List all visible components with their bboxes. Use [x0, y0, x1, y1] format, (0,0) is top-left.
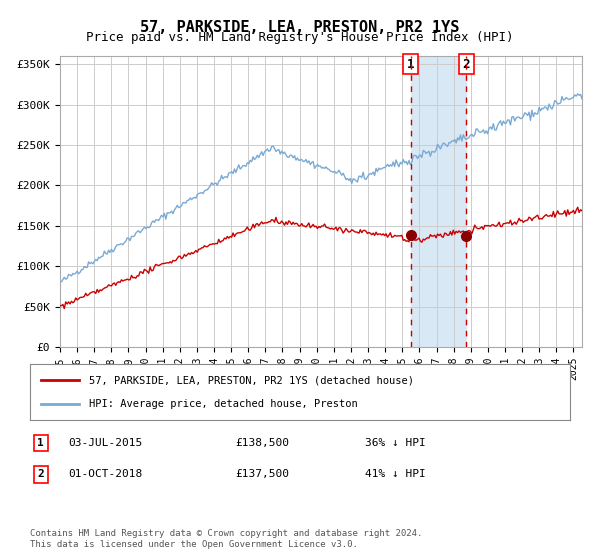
Text: 1: 1	[407, 58, 415, 71]
Text: 41% ↓ HPI: 41% ↓ HPI	[365, 469, 425, 479]
Text: 1: 1	[37, 438, 44, 448]
Text: £137,500: £137,500	[235, 469, 289, 479]
Text: 03-JUL-2015: 03-JUL-2015	[68, 438, 142, 448]
Text: HPI: Average price, detached house, Preston: HPI: Average price, detached house, Pres…	[89, 399, 358, 409]
Text: 01-OCT-2018: 01-OCT-2018	[68, 469, 142, 479]
Text: 36% ↓ HPI: 36% ↓ HPI	[365, 438, 425, 448]
Bar	[411, 56, 466, 347]
Text: £138,500: £138,500	[235, 438, 289, 448]
Text: 2: 2	[37, 469, 44, 479]
Text: Price paid vs. HM Land Registry's House Price Index (HPI): Price paid vs. HM Land Registry's House …	[86, 31, 514, 44]
Text: 57, PARKSIDE, LEA, PRESTON, PR2 1YS: 57, PARKSIDE, LEA, PRESTON, PR2 1YS	[140, 20, 460, 35]
Text: 57, PARKSIDE, LEA, PRESTON, PR2 1YS (detached house): 57, PARKSIDE, LEA, PRESTON, PR2 1YS (det…	[89, 376, 415, 386]
Text: 2: 2	[463, 58, 470, 71]
Text: Contains HM Land Registry data © Crown copyright and database right 2024.
This d: Contains HM Land Registry data © Crown c…	[30, 529, 422, 549]
